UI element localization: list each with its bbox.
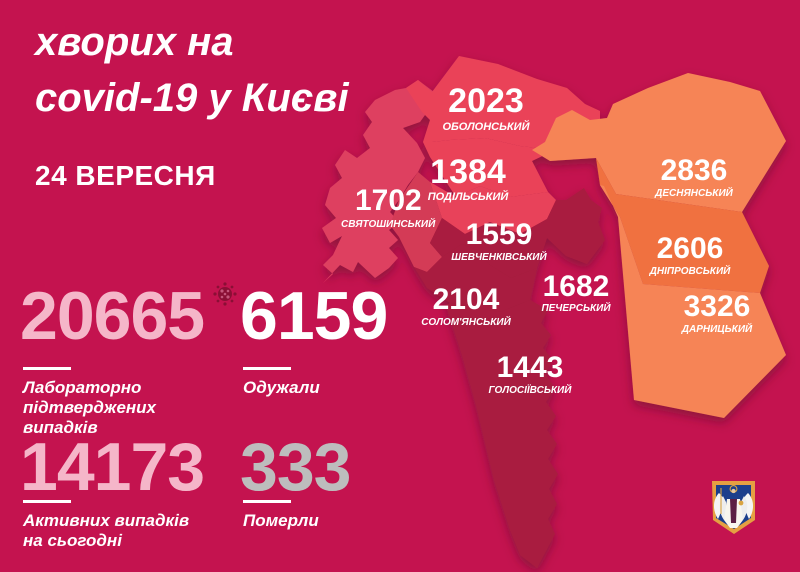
svg-text:3326: 3326 [684,290,751,323]
svg-text:ГОЛОСІЇВСЬКИЙ: ГОЛОСІЇВСЬКИЙ [489,383,573,396]
svg-text:2023: 2023 [448,82,524,120]
svg-text:СОЛОМ'ЯНСЬКИЙ: СОЛОМ'ЯНСЬКИЙ [421,315,511,328]
svg-text:ПОДІЛЬСЬКИЙ: ПОДІЛЬСЬКИЙ [428,190,510,203]
svg-text:1702: 1702 [355,184,422,217]
svg-text:1443: 1443 [497,351,564,384]
svg-text:ДАРНИЦЬКИЙ: ДАРНИЦЬКИЙ [681,322,753,335]
svg-text:1559: 1559 [466,218,533,251]
svg-text:1682: 1682 [543,270,610,303]
svg-text:ОБОЛОНСЬКИЙ: ОБОЛОНСЬКИЙ [443,120,531,133]
svg-text:2104: 2104 [433,283,500,316]
svg-text:ДНІПРОВСЬКИЙ: ДНІПРОВСЬКИЙ [649,264,731,277]
svg-text:1384: 1384 [430,153,506,191]
svg-text:ДЕСНЯНСЬКИЙ: ДЕСНЯНСЬКИЙ [654,186,733,199]
svg-text:ШЕВЧЕНКІВСЬКИЙ: ШЕВЧЕНКІВСЬКИЙ [451,250,547,263]
svg-text:2836: 2836 [661,154,728,187]
svg-text:ПЕЧЕРСЬКИЙ: ПЕЧЕРСЬКИЙ [541,301,611,314]
svg-text:СВЯТОШИНСЬКИЙ: СВЯТОШИНСЬКИЙ [341,217,436,230]
svg-text:2606: 2606 [657,232,724,265]
